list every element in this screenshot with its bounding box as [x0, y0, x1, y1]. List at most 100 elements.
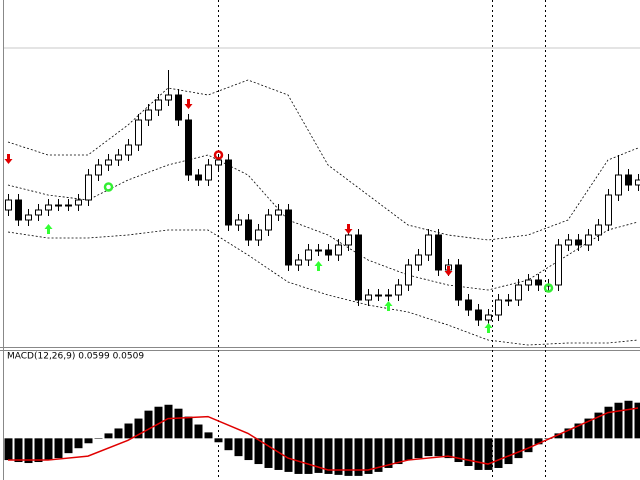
histogram-bar [214, 438, 223, 443]
histogram-bar [264, 438, 273, 468]
histogram-bar [24, 438, 33, 464]
candle-body [145, 109, 152, 121]
candle-body [325, 249, 332, 256]
histogram-bar [584, 418, 593, 439]
sell-arrow [344, 224, 353, 234]
histogram-bar [504, 438, 513, 465]
histogram-bar [634, 402, 640, 439]
histogram-bar [104, 433, 113, 439]
candle-body [575, 239, 582, 246]
histogram-bar [254, 438, 263, 465]
histogram-bar [384, 438, 393, 468]
histogram-bar [614, 402, 623, 439]
buy-arrow [384, 301, 393, 311]
histogram-bar [224, 438, 233, 451]
histogram-bar [484, 438, 493, 470]
histogram-bar [184, 416, 193, 439]
indicator-title: MACD(12,26,9) 0.0599 0.0509 [7, 352, 144, 362]
candle-body [315, 249, 322, 252]
histogram-bar [404, 438, 413, 461]
candle-body [95, 164, 102, 176]
histogram-bar [394, 438, 403, 465]
candle-body [425, 234, 432, 256]
histogram-bar [244, 438, 253, 461]
candle-body [275, 209, 282, 216]
candle-body [105, 159, 112, 166]
candle-body [505, 299, 512, 302]
histogram-bar [324, 438, 333, 474]
candle-body [235, 219, 242, 226]
histogram-bar [414, 438, 423, 459]
histogram-bar [234, 438, 243, 457]
histogram-bar [4, 438, 13, 461]
histogram-bar [354, 438, 363, 476]
buy-arrow [314, 261, 323, 271]
candle-body [405, 264, 412, 286]
candle-body [455, 264, 462, 301]
histogram-bar [34, 438, 43, 463]
signal-line [8, 407, 639, 471]
candle-body [515, 284, 522, 301]
histogram-bar [94, 438, 103, 439]
histogram-bar [84, 438, 93, 444]
candle-body [335, 244, 342, 256]
candle-body [165, 94, 172, 101]
candle-body [565, 239, 572, 246]
histogram-bar [274, 438, 283, 470]
histogram-bar [174, 408, 183, 439]
signal-circle [213, 150, 224, 160]
histogram-bar [124, 423, 133, 439]
histogram-bar [444, 438, 453, 459]
candle-body [495, 299, 502, 316]
histogram-bar [344, 438, 353, 476]
sell-arrow [444, 266, 453, 276]
histogram-bar [464, 438, 473, 467]
candle-body [415, 254, 422, 266]
histogram-bar [44, 438, 53, 461]
candle-body [65, 204, 72, 207]
histogram-bar [594, 412, 603, 439]
candle-body [55, 204, 62, 207]
candle-body [475, 309, 482, 321]
candle-body [195, 174, 202, 181]
candle-body [85, 174, 92, 201]
signal-circle [543, 283, 554, 293]
candle-body [205, 164, 212, 181]
candle-body [175, 94, 182, 121]
histogram-bar [64, 438, 73, 454]
histogram-bar [314, 438, 323, 473]
candle-body [225, 159, 232, 226]
candle-body [385, 294, 392, 297]
histogram-bar [114, 428, 123, 439]
histogram-bar [374, 438, 383, 472]
candle-body [465, 299, 472, 311]
signal-circle [103, 182, 114, 192]
candle-body [265, 214, 272, 231]
histogram-bar [144, 410, 153, 439]
histogram-bar [284, 438, 293, 472]
candle-body [295, 259, 302, 266]
histogram-bar [204, 432, 213, 439]
candle-body [255, 229, 262, 241]
histogram-bar [74, 438, 83, 449]
candle-body [35, 209, 42, 216]
candle-body [125, 144, 132, 156]
candle-body [585, 234, 592, 246]
candle-body [435, 234, 442, 271]
candle-body [15, 199, 22, 221]
candle-body [45, 204, 52, 211]
candle-body [615, 174, 622, 196]
histogram-bar [624, 400, 633, 439]
histogram-bar [554, 433, 563, 439]
histogram-bar [364, 438, 373, 474]
band-line [7, 154, 639, 291]
histogram-bar [334, 438, 343, 475]
histogram-bar [604, 406, 613, 439]
candle-body [525, 279, 532, 286]
histogram-bar [494, 438, 503, 468]
histogram-bar [514, 438, 523, 459]
candle-body [635, 179, 640, 186]
candle-body [285, 209, 292, 266]
